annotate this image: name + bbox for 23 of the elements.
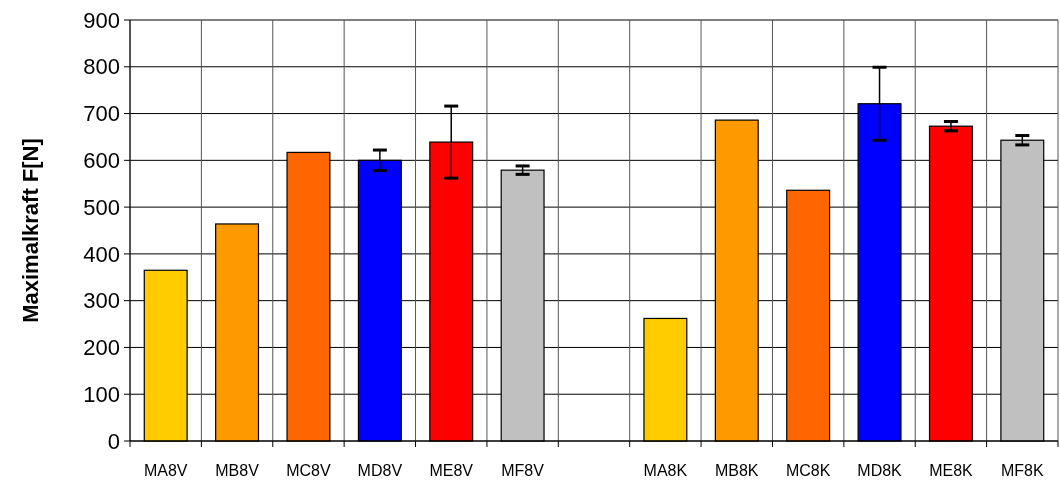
y-tick-label: 100 xyxy=(83,381,120,407)
y-axis-title: Maximalkraft F[N] xyxy=(18,138,43,323)
y-tick-label: 500 xyxy=(83,194,120,220)
y-tick-label: 600 xyxy=(83,148,120,174)
y-tick-label: 700 xyxy=(83,101,120,127)
x-tick-label: MF8K xyxy=(1000,462,1044,479)
y-tick-label: 200 xyxy=(83,335,120,361)
x-tick-label: MC8K xyxy=(785,462,831,479)
x-tick-label: MA8V xyxy=(143,462,188,479)
x-tick-label: ME8V xyxy=(429,462,474,479)
y-tick-label: 0 xyxy=(107,428,120,454)
y-tick-label: 300 xyxy=(83,288,120,314)
x-tick-label: ME8K xyxy=(929,462,974,479)
x-tick-label: MB8K xyxy=(714,462,759,479)
y-tick-label: 400 xyxy=(83,241,120,267)
x-tick-label: MD8V xyxy=(357,462,403,479)
y-tick-label: 800 xyxy=(83,54,120,80)
x-tick-label: MD8K xyxy=(857,462,903,479)
x-tick-label: MB8V xyxy=(215,462,260,479)
x-tick-label: MA8K xyxy=(643,462,688,479)
y-tick-label: 900 xyxy=(83,7,120,33)
x-tick-label: MF8V xyxy=(501,462,545,479)
x-tick-label: MC8V xyxy=(286,462,332,479)
